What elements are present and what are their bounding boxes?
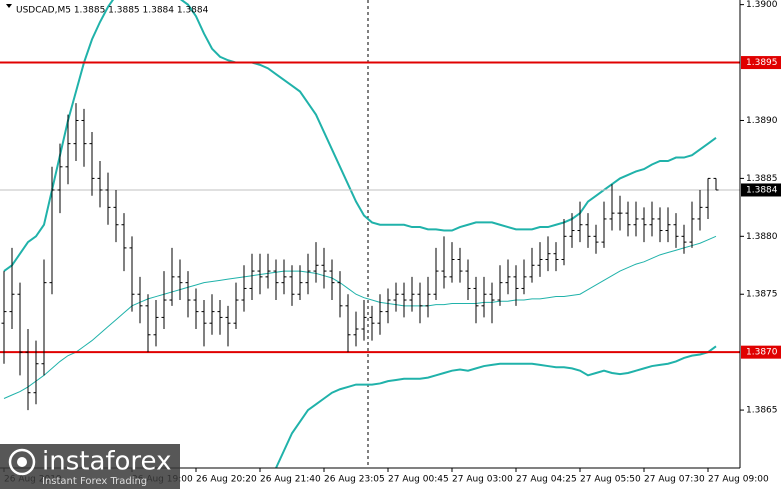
x-tick-label: 26 Aug 23:05 [324, 475, 385, 485]
band-line [3, 0, 717, 272]
level-label-bg [741, 56, 781, 70]
logo-icon [8, 448, 36, 476]
level-label: 1.3895 [746, 58, 778, 68]
logo: instaforex Instant Forex Trading [0, 444, 180, 489]
chart-title: USDCAD,M5 1.3885 1.3885 1.3884 1.3884 [16, 6, 209, 16]
plot-area [0, 0, 740, 468]
y-tick-label: 1.3890 [746, 116, 778, 126]
menu-arrow [6, 4, 12, 8]
logo-tagline: Instant Forex Trading [42, 476, 147, 487]
price-label-bg [741, 183, 781, 197]
x-tick-label: 27 Aug 09:00 [708, 475, 769, 485]
x-tick-label: 26 Aug 20:20 [196, 475, 257, 485]
x-tick-label: 27 Aug 04:25 [516, 475, 577, 485]
band-line [275, 345, 717, 468]
band-line [3, 235, 717, 399]
x-tick-label: 27 Aug 05:50 [580, 475, 641, 485]
logo-text: instaforex [42, 447, 171, 477]
x-tick-label: 27 Aug 00:45 [388, 475, 449, 485]
y-tick-label: 1.3900 [746, 0, 778, 10]
level-label-bg [741, 345, 781, 359]
y-tick-label: 1.3885 [746, 174, 778, 184]
x-tick-label: 26 Aug 21:40 [260, 475, 321, 485]
logo-icon [17, 457, 27, 467]
y-tick-label: 1.3880 [746, 232, 778, 242]
x-tick-label: 27 Aug 03:00 [452, 475, 513, 485]
price-label: 1.3884 [746, 185, 778, 195]
x-tick-label: 27 Aug 07:30 [644, 475, 705, 485]
level-label: 1.3870 [746, 348, 778, 358]
y-tick-label: 1.3865 [746, 406, 778, 416]
y-tick-label: 1.3875 [746, 290, 778, 300]
